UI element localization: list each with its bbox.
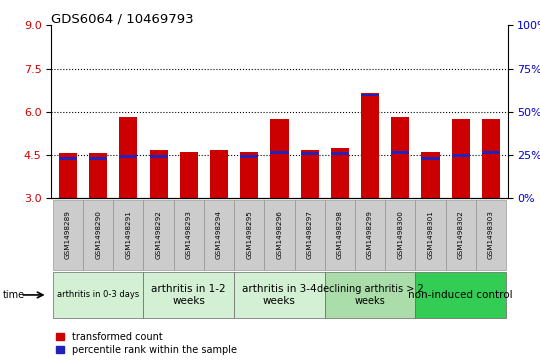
Bar [59, 157, 77, 160]
Text: time: time [3, 290, 25, 300]
Bar [482, 151, 500, 154]
Bar [451, 154, 470, 157]
Text: GDS6064 / 10469793: GDS6064 / 10469793 [51, 13, 194, 26]
Text: GSM1498290: GSM1498290 [95, 211, 101, 260]
Text: GSM1498302: GSM1498302 [458, 211, 464, 260]
Bar [331, 147, 349, 198]
Bar [240, 155, 258, 158]
Bar [331, 152, 349, 155]
Bar [271, 119, 288, 198]
Text: GSM1498298: GSM1498298 [337, 211, 343, 260]
Text: GSM1498291: GSM1498291 [125, 211, 131, 260]
Bar [392, 117, 409, 198]
Bar [361, 94, 379, 97]
Text: declining arthritis > 2
weeks: declining arthritis > 2 weeks [317, 284, 423, 306]
Text: GSM1498303: GSM1498303 [488, 211, 494, 260]
Text: GSM1498300: GSM1498300 [397, 211, 403, 260]
Text: non-induced control: non-induced control [408, 290, 513, 300]
Text: GSM1498295: GSM1498295 [246, 211, 252, 260]
Text: GSM1498294: GSM1498294 [216, 211, 222, 260]
Bar [361, 93, 379, 198]
Text: GSM1498296: GSM1498296 [276, 211, 282, 260]
Text: arthritis in 0-3 days: arthritis in 0-3 days [57, 290, 139, 299]
Text: GSM1498297: GSM1498297 [307, 211, 313, 260]
Bar [451, 119, 470, 198]
Text: GSM1498293: GSM1498293 [186, 211, 192, 260]
Bar [422, 152, 440, 198]
Bar [240, 152, 258, 198]
Bar [89, 153, 107, 198]
Text: arthritis in 1-2
weeks: arthritis in 1-2 weeks [152, 284, 226, 306]
Bar [301, 152, 319, 155]
Bar [119, 117, 137, 198]
Legend: transformed count, percentile rank within the sample: transformed count, percentile rank withi… [56, 331, 237, 355]
Text: GSM1498289: GSM1498289 [65, 211, 71, 260]
Bar [210, 150, 228, 198]
Bar [392, 151, 409, 154]
Bar [180, 152, 198, 198]
Bar [59, 153, 77, 198]
Bar [422, 157, 440, 160]
Bar [271, 151, 288, 154]
Bar [482, 119, 500, 198]
Text: GSM1498292: GSM1498292 [156, 211, 161, 260]
Bar [119, 155, 137, 158]
Bar [150, 155, 167, 158]
Text: GSM1498301: GSM1498301 [428, 211, 434, 260]
Text: GSM1498299: GSM1498299 [367, 211, 373, 260]
Bar [301, 150, 319, 198]
Bar [89, 157, 107, 160]
Text: arthritis in 3-4
weeks: arthritis in 3-4 weeks [242, 284, 317, 306]
Bar [150, 150, 167, 198]
